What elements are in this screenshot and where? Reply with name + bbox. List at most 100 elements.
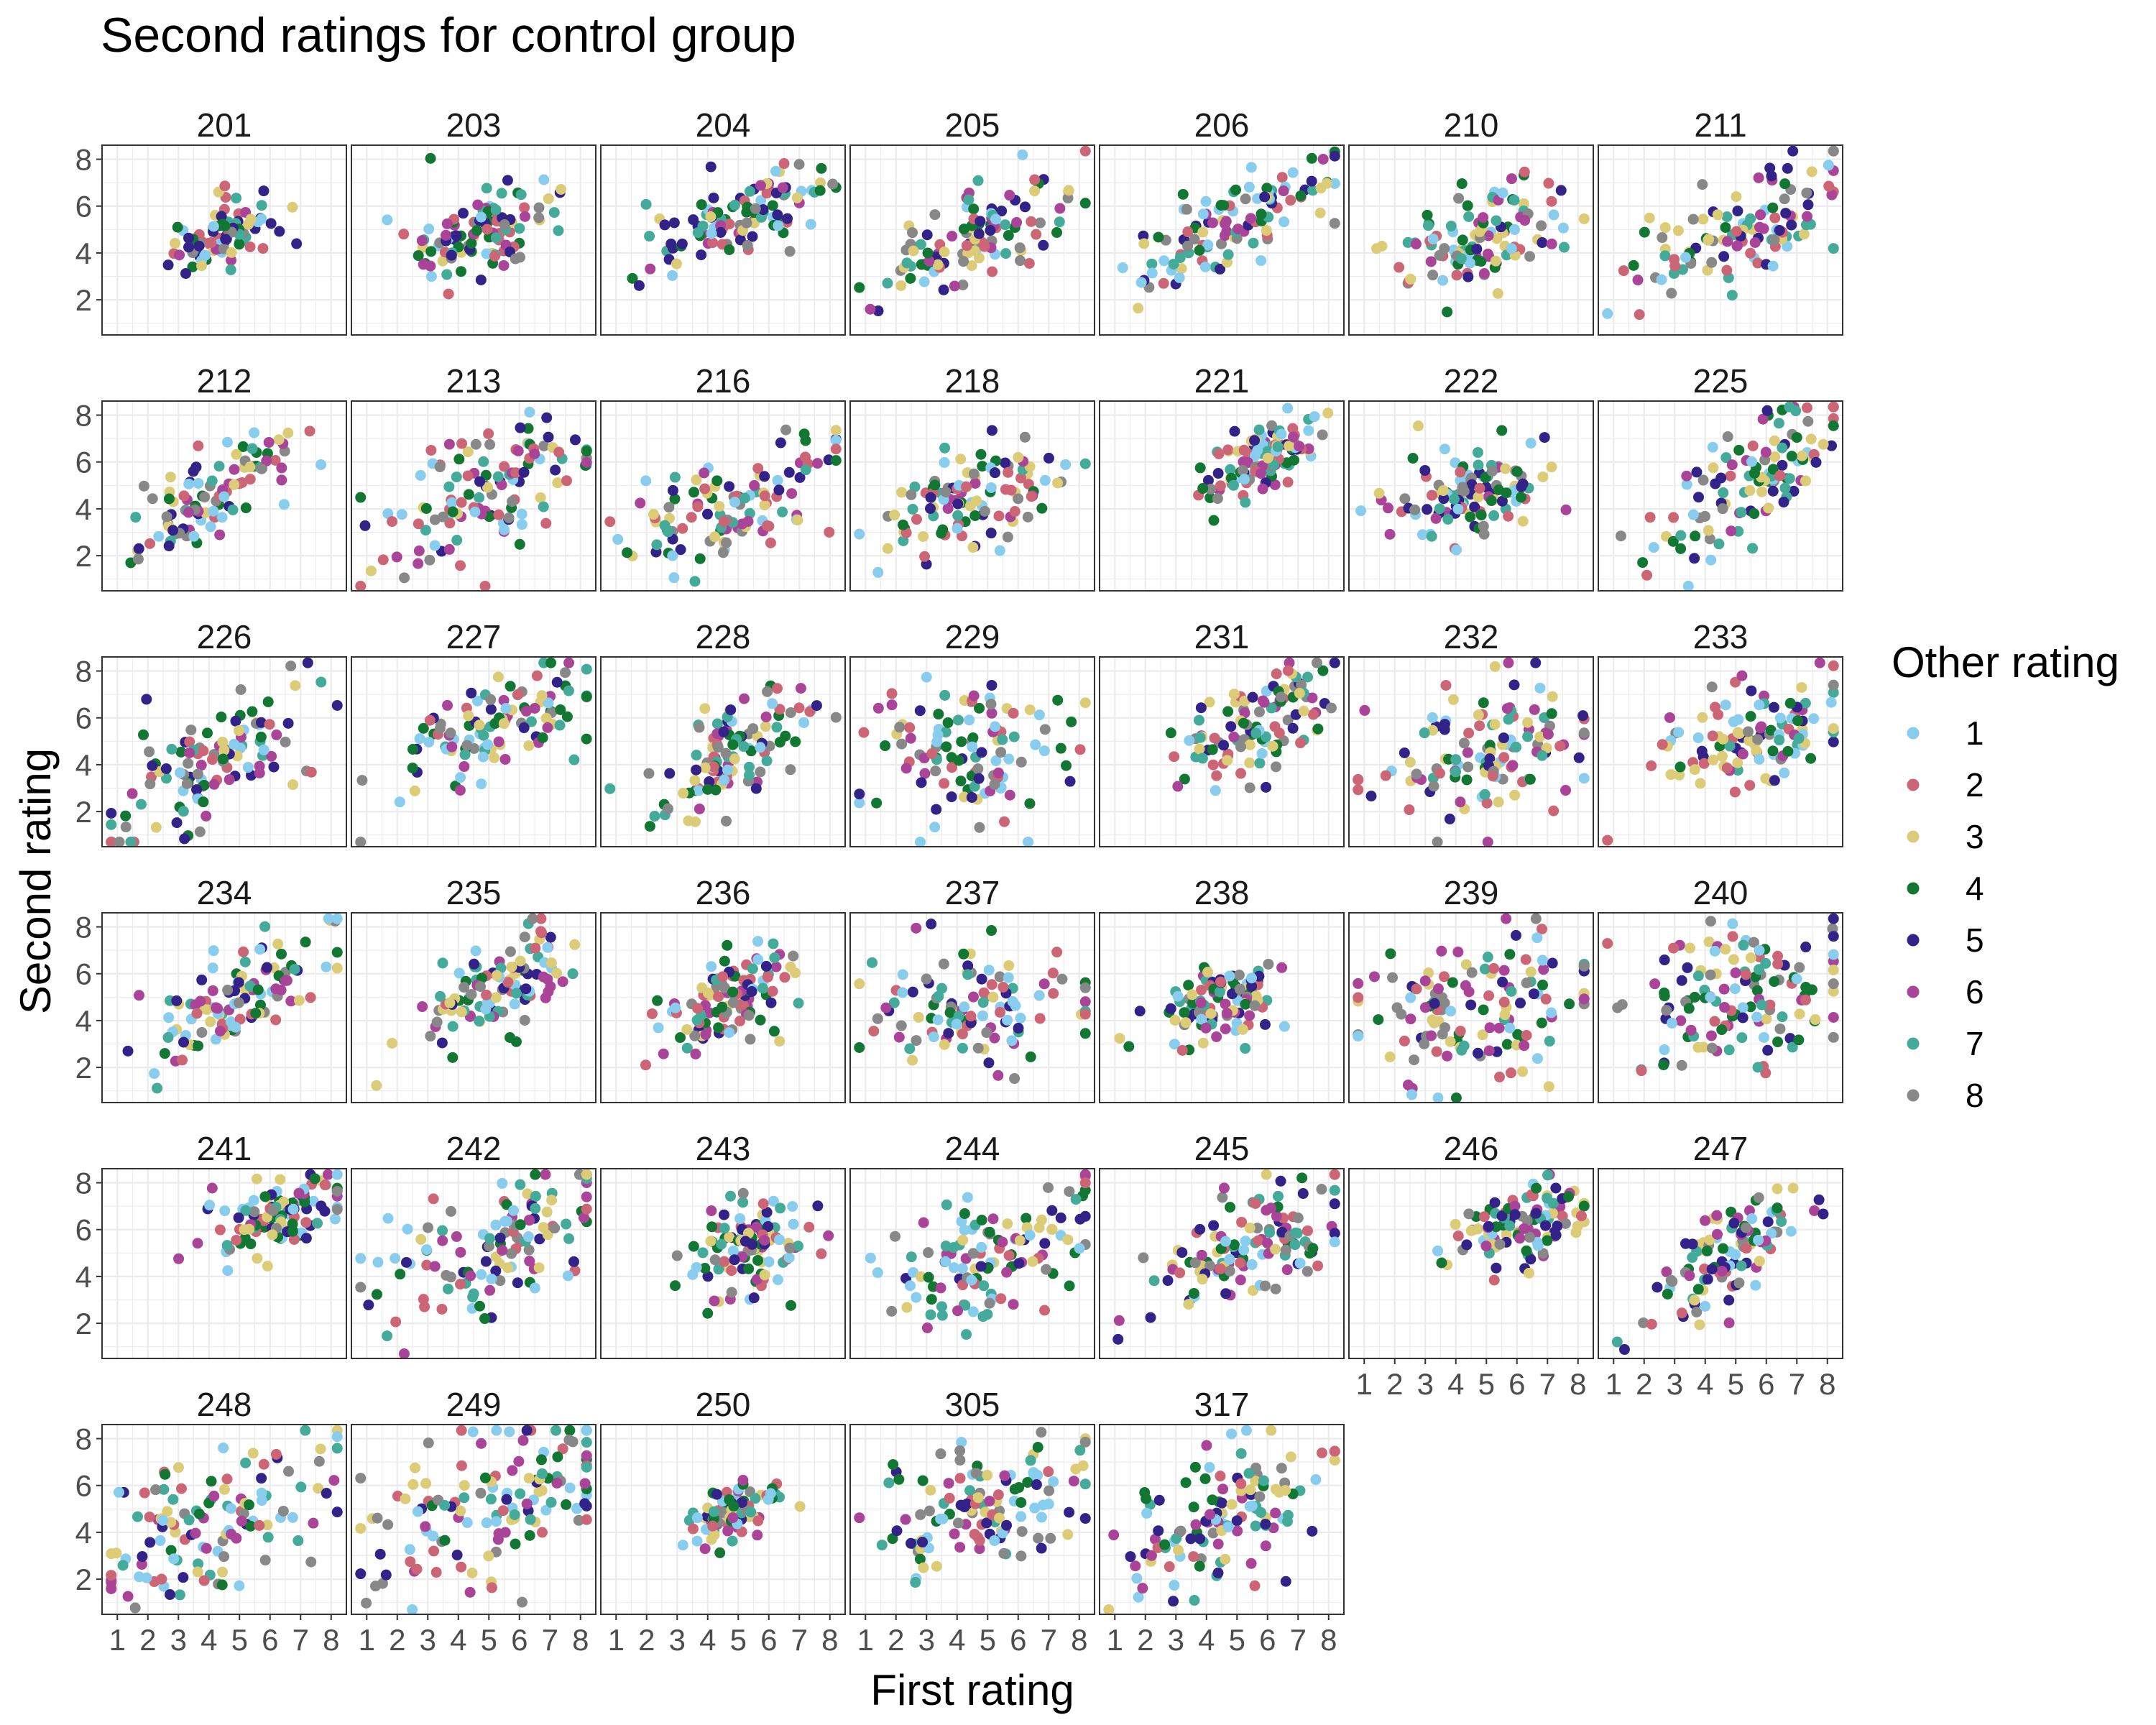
data-point <box>938 958 949 970</box>
data-point <box>719 774 730 786</box>
data-point <box>1024 704 1036 716</box>
data-point <box>1123 1041 1135 1052</box>
data-point <box>508 1205 520 1216</box>
data-point <box>1187 989 1198 1000</box>
data-point <box>1303 425 1314 436</box>
data-point <box>1179 773 1190 785</box>
data-point <box>192 1238 203 1249</box>
data-point <box>1158 277 1169 289</box>
data-point <box>216 211 227 222</box>
data-point <box>997 734 1008 745</box>
data-point <box>319 1179 331 1191</box>
data-point <box>1039 474 1051 486</box>
data-point <box>106 819 117 830</box>
data-point <box>830 712 842 723</box>
data-point <box>696 982 708 993</box>
data-point <box>1521 1029 1532 1041</box>
data-point <box>1215 976 1227 988</box>
data-point <box>854 797 865 809</box>
data-point <box>1801 187 1812 198</box>
panel-border <box>101 912 347 1103</box>
data-point <box>1416 529 1428 540</box>
data-point <box>1573 752 1585 763</box>
data-point <box>233 977 244 988</box>
data-point <box>1194 732 1206 743</box>
data-point <box>1618 1344 1630 1356</box>
data-point <box>830 435 842 446</box>
data-point <box>291 238 303 249</box>
data-point <box>529 702 540 714</box>
data-point <box>355 1253 367 1264</box>
data-point <box>1493 796 1504 808</box>
data-point <box>1778 497 1789 508</box>
data-point <box>506 961 517 972</box>
data-point <box>531 670 543 681</box>
data-point <box>1733 727 1745 739</box>
data-point <box>759 471 770 482</box>
data-point <box>1774 224 1785 236</box>
data-point <box>782 213 793 224</box>
data-point <box>1184 735 1195 746</box>
data-point <box>872 702 884 714</box>
data-point <box>1694 1319 1705 1330</box>
data-point <box>1784 401 1795 413</box>
data-point <box>765 537 776 548</box>
panel-border <box>849 1168 1095 1359</box>
data-point <box>1003 753 1015 765</box>
data-point <box>1524 251 1536 262</box>
data-point <box>268 761 280 773</box>
data-point <box>494 1275 506 1287</box>
data-point <box>1692 970 1704 982</box>
data-point <box>1376 240 1388 252</box>
data-point <box>1196 1013 1207 1025</box>
data-point <box>437 1235 448 1246</box>
data-point <box>514 538 525 550</box>
data-point <box>529 448 540 459</box>
data-point <box>1731 226 1742 237</box>
data-point <box>962 969 974 980</box>
data-point <box>738 693 750 704</box>
data-point <box>1828 1011 1839 1023</box>
data-point <box>798 717 810 728</box>
data-point <box>1699 1263 1710 1274</box>
data-point <box>540 1169 551 1180</box>
data-point <box>1611 1336 1623 1348</box>
data-point <box>724 1231 735 1243</box>
data-point <box>985 528 997 539</box>
data-point <box>184 736 195 748</box>
data-point <box>300 1217 312 1228</box>
data-point <box>114 836 125 847</box>
data-point <box>206 475 218 487</box>
data-point <box>515 955 526 967</box>
data-point <box>959 1001 970 1013</box>
data-point <box>1439 443 1450 455</box>
data-point <box>1472 446 1483 458</box>
data-point <box>225 264 236 275</box>
data-point <box>486 1273 497 1284</box>
data-point <box>552 477 563 489</box>
data-point <box>958 948 969 960</box>
facet-label: 237 <box>945 874 1000 911</box>
panel-border <box>849 656 1095 847</box>
data-point <box>1499 1009 1511 1021</box>
data-point <box>1194 1223 1206 1235</box>
data-point <box>747 231 758 242</box>
data-point <box>987 1213 999 1225</box>
data-point <box>1014 242 1026 254</box>
data-point <box>188 466 199 477</box>
data-point <box>696 249 707 261</box>
data-point <box>1456 1044 1468 1056</box>
data-point <box>905 272 916 284</box>
data-point <box>447 506 459 518</box>
data-point <box>719 1223 730 1234</box>
data-point <box>258 185 270 197</box>
data-point <box>1736 507 1747 518</box>
data-point <box>967 732 979 744</box>
data-point <box>1478 520 1489 532</box>
data-point <box>915 239 926 250</box>
data-point <box>1079 982 1091 993</box>
data-point <box>702 783 714 795</box>
data-point <box>166 743 178 755</box>
data-point <box>689 1030 701 1041</box>
data-point <box>394 796 405 808</box>
